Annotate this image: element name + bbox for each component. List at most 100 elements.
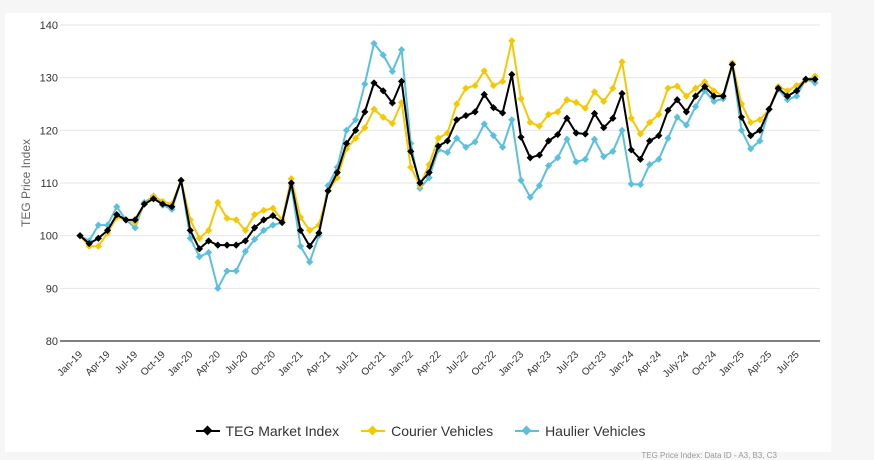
x-tick-label: Oct-20	[249, 349, 278, 378]
x-tick-label: Jan-22	[386, 349, 416, 379]
data-point-teg-market-index	[177, 176, 185, 184]
data-point-courier-vehicles	[737, 100, 746, 108]
data-point-teg-market-index	[269, 212, 277, 220]
data-point-haulier-vehicles	[443, 148, 452, 157]
data-point-teg-market-index	[278, 218, 286, 227]
data-point-courier-vehicles	[664, 84, 672, 92]
data-point-teg-market-index	[352, 126, 360, 134]
data-point-courier-vehicles	[453, 100, 461, 108]
data-point-haulier-vehicles	[269, 221, 277, 229]
data-point-haulier-vehicles	[737, 126, 746, 134]
data-point-teg-market-index	[499, 109, 507, 117]
data-point-courier-vehicles	[499, 77, 507, 85]
data-point-teg-market-index	[765, 105, 773, 113]
data-point-courier-vehicles	[462, 84, 470, 92]
data-point-courier-vehicles	[682, 92, 690, 100]
data-point-haulier-vehicles	[783, 96, 792, 104]
data-point-haulier-vehicles	[397, 46, 406, 54]
data-point-teg-market-index	[85, 239, 93, 248]
legend-label: Haulier Vehicles	[545, 423, 646, 439]
data-point-haulier-vehicles	[508, 116, 516, 124]
x-tick-label: Oct-19	[139, 349, 168, 378]
data-point-haulier-vehicles	[103, 221, 112, 229]
data-point-courier-vehicles	[379, 113, 387, 121]
legend-item-teg-market-index[interactable]: TEG Market Index	[195, 423, 340, 439]
data-point-haulier-vehicles	[563, 135, 571, 143]
x-tick-label: Jan-25	[717, 349, 747, 379]
data-point-teg-market-index	[535, 151, 543, 159]
data-point-haulier-vehicles	[131, 224, 139, 232]
data-point-teg-market-index	[508, 70, 516, 79]
data-point-teg-market-index	[664, 106, 672, 114]
data-point-haulier-vehicles	[655, 155, 663, 163]
data-point-teg-market-index	[324, 187, 332, 195]
data-point-haulier-vehicles	[453, 134, 461, 142]
data-point-teg-market-index	[563, 114, 571, 122]
y-tick-label: 100	[40, 231, 58, 243]
data-point-teg-market-index	[636, 155, 645, 163]
legend-marker-icon	[515, 426, 540, 436]
data-point-courier-vehicles	[489, 81, 498, 90]
data-point-courier-vehicles	[563, 96, 571, 104]
data-point-courier-vehicles	[352, 134, 360, 142]
data-point-haulier-vehicles	[756, 137, 764, 145]
data-point-courier-vehicles	[627, 114, 635, 122]
data-point-haulier-vehicles	[388, 67, 396, 75]
data-point-courier-vehicles	[287, 175, 295, 183]
data-point-teg-market-index	[443, 137, 452, 145]
x-tick-label: Jul-25	[775, 349, 802, 376]
legend-item-haulier-vehicles[interactable]: Haulier Vehicles	[515, 423, 645, 439]
data-point-haulier-vehicles	[590, 135, 599, 143]
data-point-teg-market-index	[223, 241, 231, 249]
chart-legend: TEG Market Index Courier Vehicles Haulie…	[5, 423, 836, 439]
x-tick-label: Jan-23	[497, 349, 527, 379]
data-point-courier-vehicles	[600, 97, 608, 105]
data-point-courier-vehicles	[388, 119, 396, 128]
data-point-courier-vehicles	[609, 84, 617, 92]
x-tick-label: Apr-25	[745, 349, 774, 378]
data-point-haulier-vehicles	[361, 80, 369, 88]
data-point-teg-market-index	[710, 92, 718, 100]
y-tick-label: 90	[46, 283, 58, 295]
data-point-haulier-vehicles	[544, 162, 553, 170]
legend-marker-icon	[361, 426, 386, 436]
data-point-courier-vehicles	[673, 82, 681, 90]
legend-label: Courier Vehicles	[391, 423, 494, 439]
data-point-teg-market-index	[333, 168, 341, 177]
source-note: TEG Price Index: Data ID - A3, B3, C3	[641, 451, 777, 460]
legend-marker-icon	[195, 426, 220, 436]
x-tick-label: Jul-22	[444, 349, 471, 376]
data-point-teg-market-index	[691, 92, 700, 100]
legend-label: TEG Market Index	[225, 423, 340, 439]
data-point-courier-vehicles	[205, 226, 213, 234]
x-tick-label: Jan-20	[166, 349, 196, 379]
data-point-teg-market-index	[471, 108, 479, 116]
data-point-haulier-vehicles	[691, 103, 700, 111]
data-point-courier-vehicles	[581, 104, 589, 112]
data-point-teg-market-index	[76, 232, 84, 240]
data-point-haulier-vehicles	[609, 147, 617, 155]
data-point-haulier-vehicles	[526, 193, 534, 201]
data-point-courier-vehicles	[370, 105, 378, 113]
data-point-teg-market-index	[572, 129, 580, 137]
data-point-courier-vehicles	[783, 87, 792, 95]
data-point-courier-vehicles	[535, 122, 543, 130]
data-point-haulier-vehicles	[710, 97, 718, 105]
data-point-teg-market-index	[159, 200, 167, 208]
data-point-teg-market-index	[627, 146, 635, 154]
data-point-haulier-vehicles	[186, 234, 194, 242]
data-point-teg-market-index	[802, 75, 810, 83]
data-point-teg-market-index	[618, 89, 626, 98]
data-point-haulier-vehicles	[517, 176, 525, 184]
data-point-teg-market-index	[94, 234, 102, 242]
legend-item-courier-vehicles[interactable]: Courier Vehicles	[361, 423, 493, 439]
x-tick-label: Oct-23	[580, 349, 609, 378]
data-point-courier-vehicles	[407, 163, 415, 171]
data-point-teg-market-index	[701, 83, 709, 91]
x-tick-label: Jan-24	[607, 349, 637, 379]
data-point-haulier-vehicles	[480, 120, 488, 128]
data-point-teg-market-index	[655, 132, 663, 140]
data-point-haulier-vehicles	[572, 158, 580, 166]
data-point-haulier-vehicles	[250, 235, 259, 243]
data-point-teg-market-index	[186, 226, 194, 234]
